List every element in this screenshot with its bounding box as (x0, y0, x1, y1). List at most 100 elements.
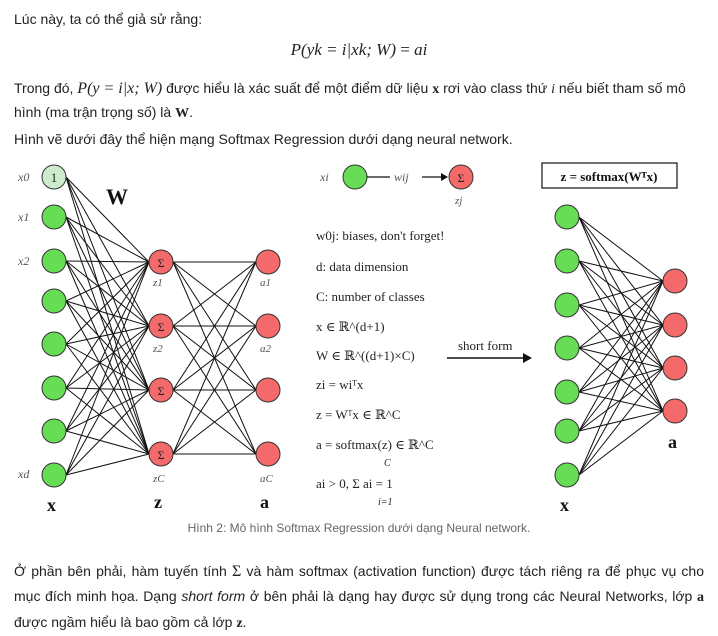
explain-paragraph: Trong đó, P(y = i|x; W) được hiểu là xác… (14, 77, 704, 125)
right-input-node (554, 292, 580, 318)
edge-right-input-to-output (578, 216, 664, 282)
edge-right-input-to-output (578, 280, 664, 306)
z-sum-node (148, 313, 174, 339)
input-node (41, 204, 67, 230)
figure-caption: Hình 2: Mô hình Softmax Regression dưới … (187, 521, 531, 535)
edge-right-input-to-output (578, 391, 664, 412)
outro-paragraph: Ở phần bên phải, hàm tuyến tính Σ và hàm… (14, 559, 704, 636)
input-node (41, 288, 67, 314)
a-output-node (255, 377, 281, 403)
layer-x-label: x (47, 495, 56, 515)
input-node (41, 418, 67, 444)
edge-input-to-z (65, 325, 150, 389)
edge-z-to-a (172, 261, 257, 391)
note-a: a = softmax(z) ∈ ℝ^C (316, 437, 434, 452)
right-output-node (662, 312, 688, 338)
outro-sigma: Σ (232, 563, 242, 580)
a-output-node (255, 441, 281, 467)
edge-input-to-z (65, 216, 150, 263)
edge-input-to-z (65, 453, 150, 476)
edge-input-to-z (65, 430, 150, 455)
bias-node (41, 164, 67, 190)
edge-input-to-z (65, 343, 150, 391)
edge-input-to-z (65, 387, 150, 455)
outro-a: a (697, 590, 705, 605)
legend-zj: zj (454, 195, 462, 207)
bias-node-label: 1 (51, 170, 58, 185)
short-form-label: short form (458, 338, 513, 353)
a-output-node (255, 313, 281, 339)
legend-wij: wij (394, 170, 409, 184)
edge-input-to-z (65, 325, 150, 345)
explain-W: W (175, 106, 190, 121)
edge-input-to-z (65, 216, 150, 327)
explain-t4: nếu biết tham số mô hình (ma trận trọng … (14, 80, 686, 120)
input-node (41, 331, 67, 357)
note-z: z = Wᵀx ∈ ℝ^C (316, 407, 401, 422)
edge-input-to-z (65, 261, 150, 302)
edge-right-input-to-output (578, 280, 664, 349)
explain-t2: được hiểu là xác suất để một điểm dữ liệ… (162, 80, 433, 96)
outro-t3: ở bên phải là dạng hay được sử dụng tron… (245, 588, 698, 604)
label-aC: aC (260, 473, 274, 485)
edge-input-to-z (65, 176, 150, 263)
right-input-node (554, 379, 580, 405)
edge-input-to-z (65, 389, 150, 432)
input-node (41, 462, 67, 488)
edge-z-to-a (172, 325, 257, 455)
legend-arrowhead (441, 173, 448, 181)
edge-input-to-z (65, 389, 150, 476)
softmax-formula-text: z = softmax(Wᵀx) (561, 169, 658, 184)
z-sum-symbol: Σ (158, 384, 165, 398)
short-form-arrowhead (523, 353, 532, 363)
edge-right-input-to-output (578, 367, 664, 476)
label-zC: zC (152, 473, 165, 485)
outro-t2: và hàm softmax (activation function) đượ… (14, 563, 704, 604)
note-C: C: number of classes (316, 289, 425, 304)
edge-input-to-z (65, 300, 150, 455)
z-sum-symbol: Σ (158, 320, 165, 334)
right-output-node (662, 398, 688, 424)
right-input-node (554, 418, 580, 444)
outro-z: z (236, 616, 243, 631)
right-output-node (662, 268, 688, 294)
z-sum-node (148, 377, 174, 403)
legend-sum-node (448, 164, 474, 190)
edge-right-input-to-output (578, 410, 664, 476)
network-edges (65, 176, 664, 476)
edge-input-to-z (65, 261, 150, 389)
label-W: W (106, 184, 128, 209)
intro-text: Lúc này, ta có thể giả sử rằng: (14, 11, 203, 27)
legend-input-node (342, 164, 368, 190)
z-sum-node (148, 441, 174, 467)
legend-sum-symbol: Σ (458, 171, 465, 185)
right-layer-x-label: x (560, 495, 569, 515)
label-x1: x1 (17, 210, 29, 224)
edge-z-to-a (172, 389, 257, 455)
edge-input-to-z (65, 176, 150, 327)
note-constraint: ai > 0, Σ ai = 1 (316, 476, 393, 491)
edge-input-to-z (65, 300, 150, 327)
z-sum-symbol: Σ (158, 256, 165, 270)
label-a1: a1 (260, 277, 271, 289)
label-z1: z1 (152, 277, 163, 289)
z-sum-node (148, 249, 174, 275)
explain-t3: rơi vào class thứ (439, 80, 552, 96)
edge-input-to-z (65, 261, 150, 432)
sum-lower-limit: i=1 (378, 497, 393, 508)
edge-right-input-to-output (578, 280, 664, 432)
figure-intro: Hình vẽ dưới đây thể hiện mạng Softmax R… (14, 131, 513, 147)
label-z2: z2 (152, 343, 163, 355)
edge-input-to-z (65, 260, 150, 263)
equation-lhs: P(yk = i|xk; W) (290, 40, 396, 59)
right-layer-a-label: a (668, 432, 677, 452)
note-zi: zi = wiᵀx (316, 377, 364, 392)
softmax-probability-equation: P(yk = i|xk; W) = ai (290, 40, 428, 59)
edge-right-input-to-output (578, 280, 664, 393)
layer-a-label: a (260, 492, 269, 512)
explain-t1: Trong đó, (14, 80, 78, 96)
softmax-formula-box (541, 162, 678, 189)
outro-em: short form (181, 588, 246, 604)
note-d: d: data dimension (316, 259, 409, 274)
edge-input-to-z (65, 325, 150, 476)
